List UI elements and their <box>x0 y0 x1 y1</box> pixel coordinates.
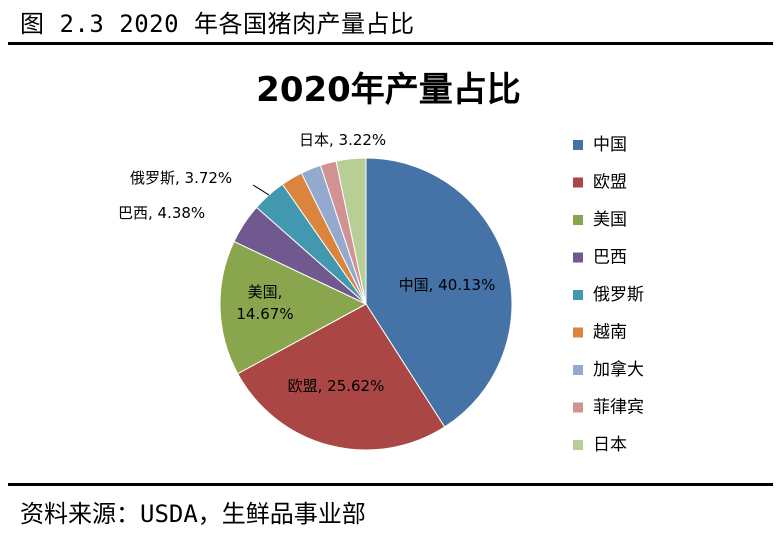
legend-label: 越南 <box>593 323 627 343</box>
legend-swatch <box>573 215 583 225</box>
legend-label: 加拿大 <box>593 359 644 380</box>
figure-caption: 图 2.3 2020 年各国猪肉产量占比 <box>20 10 415 38</box>
data-label: 中国, 40.13% <box>399 276 496 294</box>
source-note: 资料来源：USDA，生鲜品事业部 <box>20 500 366 528</box>
pie-slice <box>219 240 368 375</box>
legend-label: 菲律宾 <box>593 398 644 418</box>
data-label: 巴西, 4.38% <box>118 204 205 222</box>
data-label: 日本, 3.22% <box>299 131 386 149</box>
top-rule <box>8 42 773 45</box>
legend-swatch <box>573 140 583 150</box>
leader-line <box>252 184 270 196</box>
legend-label: 美国 <box>593 210 627 230</box>
chart-title: 2020年产量占比 <box>256 70 521 110</box>
legend-label: 中国 <box>593 135 627 155</box>
legend-swatch <box>573 290 583 300</box>
legend-swatch <box>573 177 583 188</box>
bottom-rule <box>8 483 773 486</box>
legend-swatch <box>573 365 583 375</box>
pie-slice <box>365 157 513 428</box>
legend-label: 俄罗斯 <box>593 285 644 305</box>
legend-swatch <box>573 402 583 413</box>
legend-swatch <box>573 252 583 263</box>
legend-label: 日本 <box>593 435 627 455</box>
data-label: 俄罗斯, 3.72% <box>130 169 232 187</box>
pie-slice <box>335 157 367 305</box>
legend-swatch <box>573 327 583 338</box>
data-label: 欧盟, 25.62% <box>288 377 385 395</box>
legend-label: 欧盟 <box>593 173 627 193</box>
legend-swatch <box>573 440 583 450</box>
data-label: 美国, 14.67% <box>236 283 293 323</box>
pie-slice <box>237 303 446 451</box>
legend-label: 巴西 <box>593 248 627 268</box>
